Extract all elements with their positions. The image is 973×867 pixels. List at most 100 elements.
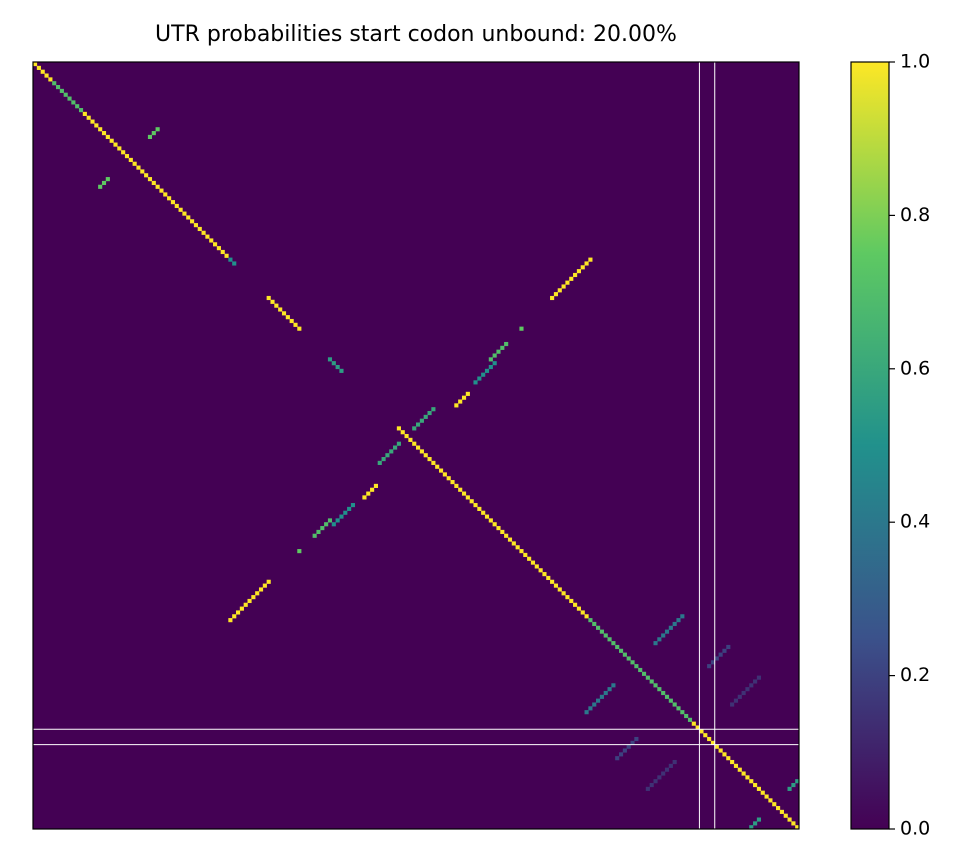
- pair-cell-mirror: [592, 702, 597, 707]
- diagonal-cell: [680, 710, 685, 715]
- diagonal-cell: [94, 123, 99, 128]
- pair-cell-mirror: [630, 740, 635, 745]
- diagonal-cell: [178, 207, 183, 212]
- diagonal-cell: [281, 311, 287, 316]
- pair-cell: [484, 368, 490, 373]
- diagonal-cell: [638, 667, 643, 673]
- diagonal-cell: [186, 215, 191, 220]
- pair-cell-mirror: [618, 752, 624, 757]
- diagonal-cell: [779, 809, 784, 814]
- diagonal-cell: [461, 491, 467, 496]
- diagonal-cell: [197, 226, 202, 232]
- pair-cell: [791, 782, 796, 788]
- diagonal-cell: [159, 188, 164, 193]
- diagonal-cell: [446, 476, 451, 481]
- pair-cell-mirror: [251, 595, 256, 600]
- diagonal-cell: [630, 660, 635, 665]
- diagonal-cell: [33, 62, 38, 67]
- pair-cell: [714, 656, 719, 661]
- diagonal-cell: [569, 598, 574, 604]
- diagonal-cell: [546, 575, 551, 581]
- pair-cell-mirror: [366, 491, 371, 496]
- diagonal-cell: [101, 131, 107, 136]
- pair-cell: [569, 276, 574, 281]
- diagonal-cell: [454, 483, 459, 488]
- diagonal-cell: [653, 683, 658, 688]
- diagonal-cell: [584, 614, 589, 619]
- pair-cell-mirror: [377, 460, 382, 465]
- diagonal-cell: [59, 88, 64, 93]
- pair-cell: [576, 269, 581, 274]
- pair-cell: [657, 637, 662, 642]
- diagonal-cell: [469, 499, 474, 504]
- pair-cell: [423, 414, 428, 419]
- colorbar-tick-label: 0.8: [900, 204, 930, 226]
- pair-cell-mirror: [756, 817, 761, 822]
- pair-cell: [588, 257, 593, 262]
- diagonal-cell: [484, 514, 490, 519]
- diagonal-cell: [714, 744, 719, 749]
- diagonal-cell: [163, 192, 168, 197]
- diagonal-cell: [695, 725, 700, 730]
- diagonal-cell: [676, 706, 681, 711]
- pair-cell: [668, 625, 673, 630]
- pair-cell: [496, 349, 501, 354]
- diagonal-cell: [737, 767, 742, 772]
- pair-cell: [553, 292, 559, 297]
- diagonal-cell: [339, 368, 344, 373]
- diagonal-cell: [730, 759, 735, 765]
- diagonal-cell: [626, 656, 631, 661]
- diagonal-cell: [527, 556, 532, 561]
- diagonal-cell: [419, 449, 424, 454]
- diagonal-cell: [297, 326, 302, 331]
- pair-cell: [465, 391, 470, 396]
- diagonal-cell: [523, 552, 528, 558]
- diagonal-cell: [155, 184, 160, 189]
- diagonal-cell: [435, 464, 440, 469]
- diagonal-cell: [718, 748, 723, 753]
- pair-cell: [561, 284, 566, 289]
- pair-cell-mirror: [389, 449, 394, 454]
- pair-cell-mirror: [584, 710, 589, 715]
- pair-cell: [419, 418, 424, 423]
- pair-cell-mirror: [243, 602, 248, 607]
- diagonal-cell: [412, 441, 417, 446]
- diagonal-cell: [335, 364, 340, 370]
- diagonal-cell: [795, 825, 800, 830]
- diagonal-cell: [592, 621, 597, 627]
- diagonal-cell: [607, 637, 612, 642]
- diagonal-cell: [132, 161, 137, 166]
- diagonal-cell: [791, 821, 796, 826]
- diagonal-cell: [205, 234, 210, 239]
- diagonal-cell: [749, 779, 754, 784]
- diagonal-cell: [86, 115, 91, 120]
- diagonal-cell: [519, 549, 524, 554]
- pair-cell-mirror: [626, 744, 631, 749]
- pair-cell: [477, 376, 482, 381]
- pair-cell: [550, 295, 555, 301]
- diagonal-cell: [442, 472, 447, 477]
- diagonal-cell: [507, 537, 513, 542]
- pair-cell: [580, 265, 585, 270]
- diagonal-cell: [599, 629, 604, 634]
- pair-cell-mirror: [393, 445, 398, 450]
- pair-cell-mirror: [266, 579, 271, 584]
- diagonal-cell: [44, 73, 49, 78]
- diagonal-cell: [596, 625, 601, 630]
- pair-cell-mirror: [385, 453, 390, 458]
- pair-cell: [151, 131, 156, 136]
- diagonal-cell: [117, 146, 122, 151]
- pair-cell: [664, 629, 670, 634]
- diagonal-cell: [618, 648, 624, 653]
- pair-cell-mirror: [599, 694, 604, 699]
- pair-cell-mirror: [661, 771, 666, 776]
- pair-cell: [412, 426, 417, 431]
- pair-cell-mirror: [347, 506, 352, 511]
- pair-cell-mirror: [749, 825, 754, 830]
- diagonal-cell: [753, 782, 758, 788]
- diagonal-cell: [776, 805, 781, 811]
- pair-cell: [565, 280, 570, 285]
- diagonal-cell: [408, 437, 413, 442]
- diagonal-cell: [293, 322, 298, 327]
